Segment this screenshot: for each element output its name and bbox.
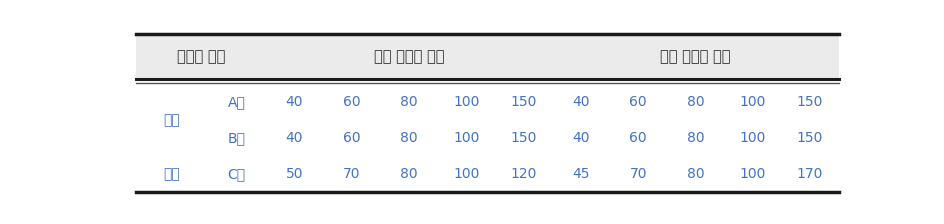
Text: 80: 80 bbox=[400, 95, 418, 109]
Text: 100: 100 bbox=[453, 95, 480, 109]
Bar bbox=[136, 79, 838, 192]
Text: 제조사 구분: 제조사 구분 bbox=[177, 49, 226, 64]
Text: 120: 120 bbox=[511, 167, 537, 181]
Text: 150: 150 bbox=[797, 95, 823, 109]
Text: 80: 80 bbox=[686, 131, 704, 145]
Text: 170: 170 bbox=[797, 167, 823, 181]
Text: 150: 150 bbox=[797, 131, 823, 145]
Text: 해외: 해외 bbox=[163, 167, 180, 181]
Text: 100: 100 bbox=[453, 131, 480, 145]
Text: 신품 배터리 용량: 신품 배터리 용량 bbox=[374, 49, 445, 64]
Text: 100: 100 bbox=[739, 95, 766, 109]
Text: 국내: 국내 bbox=[163, 113, 180, 127]
Text: 45: 45 bbox=[572, 167, 590, 181]
Text: 40: 40 bbox=[286, 95, 303, 109]
Text: 80: 80 bbox=[400, 167, 418, 181]
Text: A사: A사 bbox=[228, 95, 245, 109]
Text: C사: C사 bbox=[228, 167, 245, 181]
Text: 60: 60 bbox=[630, 131, 647, 145]
Text: 80: 80 bbox=[400, 131, 418, 145]
Text: 100: 100 bbox=[453, 167, 480, 181]
Text: 40: 40 bbox=[286, 131, 303, 145]
Text: 70: 70 bbox=[630, 167, 647, 181]
Text: B사: B사 bbox=[228, 131, 245, 145]
Text: 150: 150 bbox=[511, 95, 537, 109]
Text: 60: 60 bbox=[343, 131, 361, 145]
Text: 40: 40 bbox=[572, 131, 590, 145]
Text: 150: 150 bbox=[511, 131, 537, 145]
Text: 70: 70 bbox=[343, 167, 361, 181]
Text: 폐품 배터리 용량: 폐품 배터리 용량 bbox=[660, 49, 731, 64]
Text: 40: 40 bbox=[572, 95, 590, 109]
Text: 60: 60 bbox=[630, 95, 647, 109]
Text: 100: 100 bbox=[739, 167, 766, 181]
Bar bbox=[136, 34, 838, 79]
Text: 80: 80 bbox=[686, 95, 704, 109]
Text: 80: 80 bbox=[686, 167, 704, 181]
Text: 100: 100 bbox=[739, 131, 766, 145]
Text: 60: 60 bbox=[343, 95, 361, 109]
Text: 50: 50 bbox=[286, 167, 303, 181]
